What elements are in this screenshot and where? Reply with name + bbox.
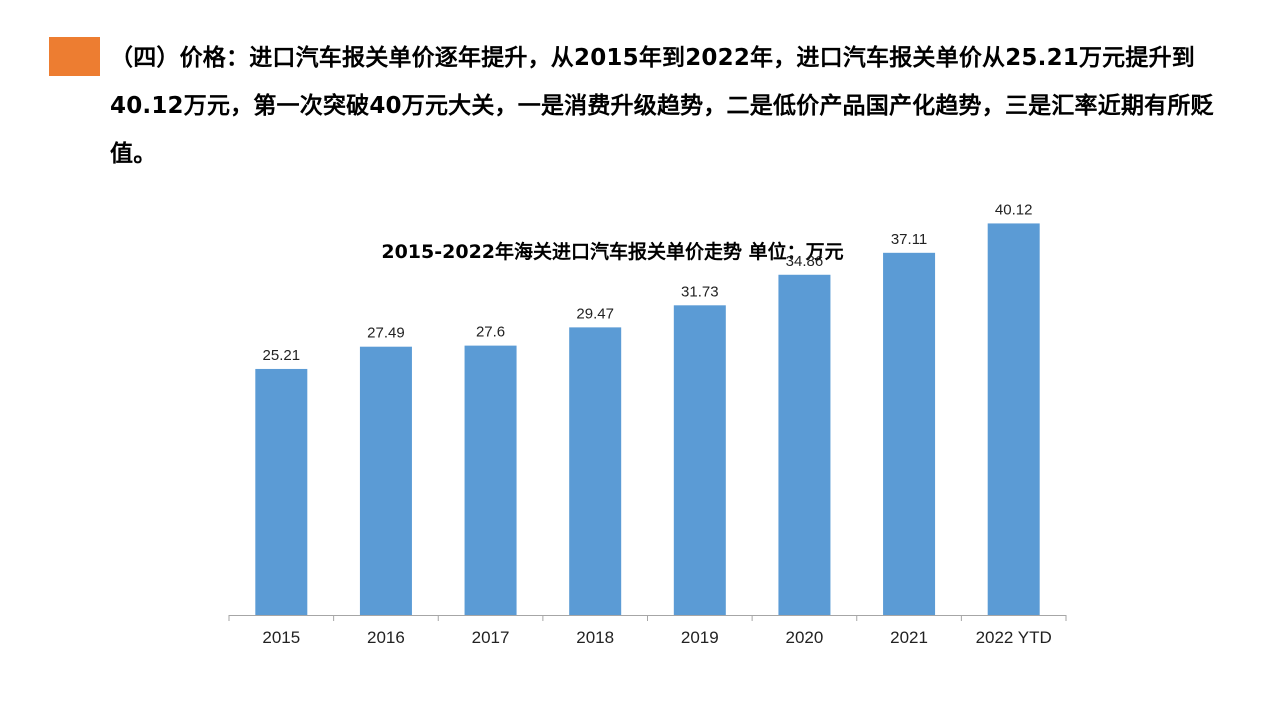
bar-2019	[673, 305, 726, 615]
slide-heading: （四）价格：进口汽车报关单价逐年提升，从2015年到2022年，进口汽车报关单价…	[110, 45, 1214, 167]
bar-2018	[569, 327, 622, 615]
x-tick-label: 2015	[262, 628, 300, 647]
data-label: 27.49	[367, 325, 405, 342]
data-label: 31.73	[681, 283, 719, 300]
x-tick-marks-group	[228, 615, 1067, 621]
bar-2022-ytd	[987, 223, 1040, 615]
bar-2020	[778, 274, 831, 615]
data-label: 25.21	[263, 347, 301, 364]
bar-2015	[255, 368, 308, 615]
x-tick-labels-group: 2015 2016 2017 2018 2019 2020 2021 2022 YTD	[262, 628, 1051, 647]
x-tick-label: 2018	[576, 628, 614, 647]
accent-block	[49, 37, 100, 76]
x-tick-label: 2022 YTD	[976, 628, 1052, 647]
bar-2021	[883, 252, 936, 615]
data-label: 34.86	[786, 253, 824, 270]
chart-title: 2015-2022年海关进口汽车报关单价走势 单位：万元	[381, 241, 844, 263]
x-tick-label: 2020	[786, 628, 824, 647]
x-tick-label: 2016	[367, 628, 405, 647]
data-label: 37.11	[891, 231, 927, 248]
bar-2016	[359, 346, 412, 615]
data-labels-group: 25.21 27.49 27.6 29.47 31.73 34.86 37.11 40.12	[263, 201, 1033, 364]
x-tick-label: 2021	[890, 628, 928, 647]
bars-group	[255, 223, 1040, 615]
data-label: 29.47	[576, 305, 614, 322]
x-tick-label: 2019	[681, 628, 719, 647]
data-label: 27.6	[476, 324, 505, 341]
data-label: 40.12	[995, 201, 1033, 218]
x-tick-label: 2017	[472, 628, 510, 647]
bar-2017	[464, 345, 517, 615]
